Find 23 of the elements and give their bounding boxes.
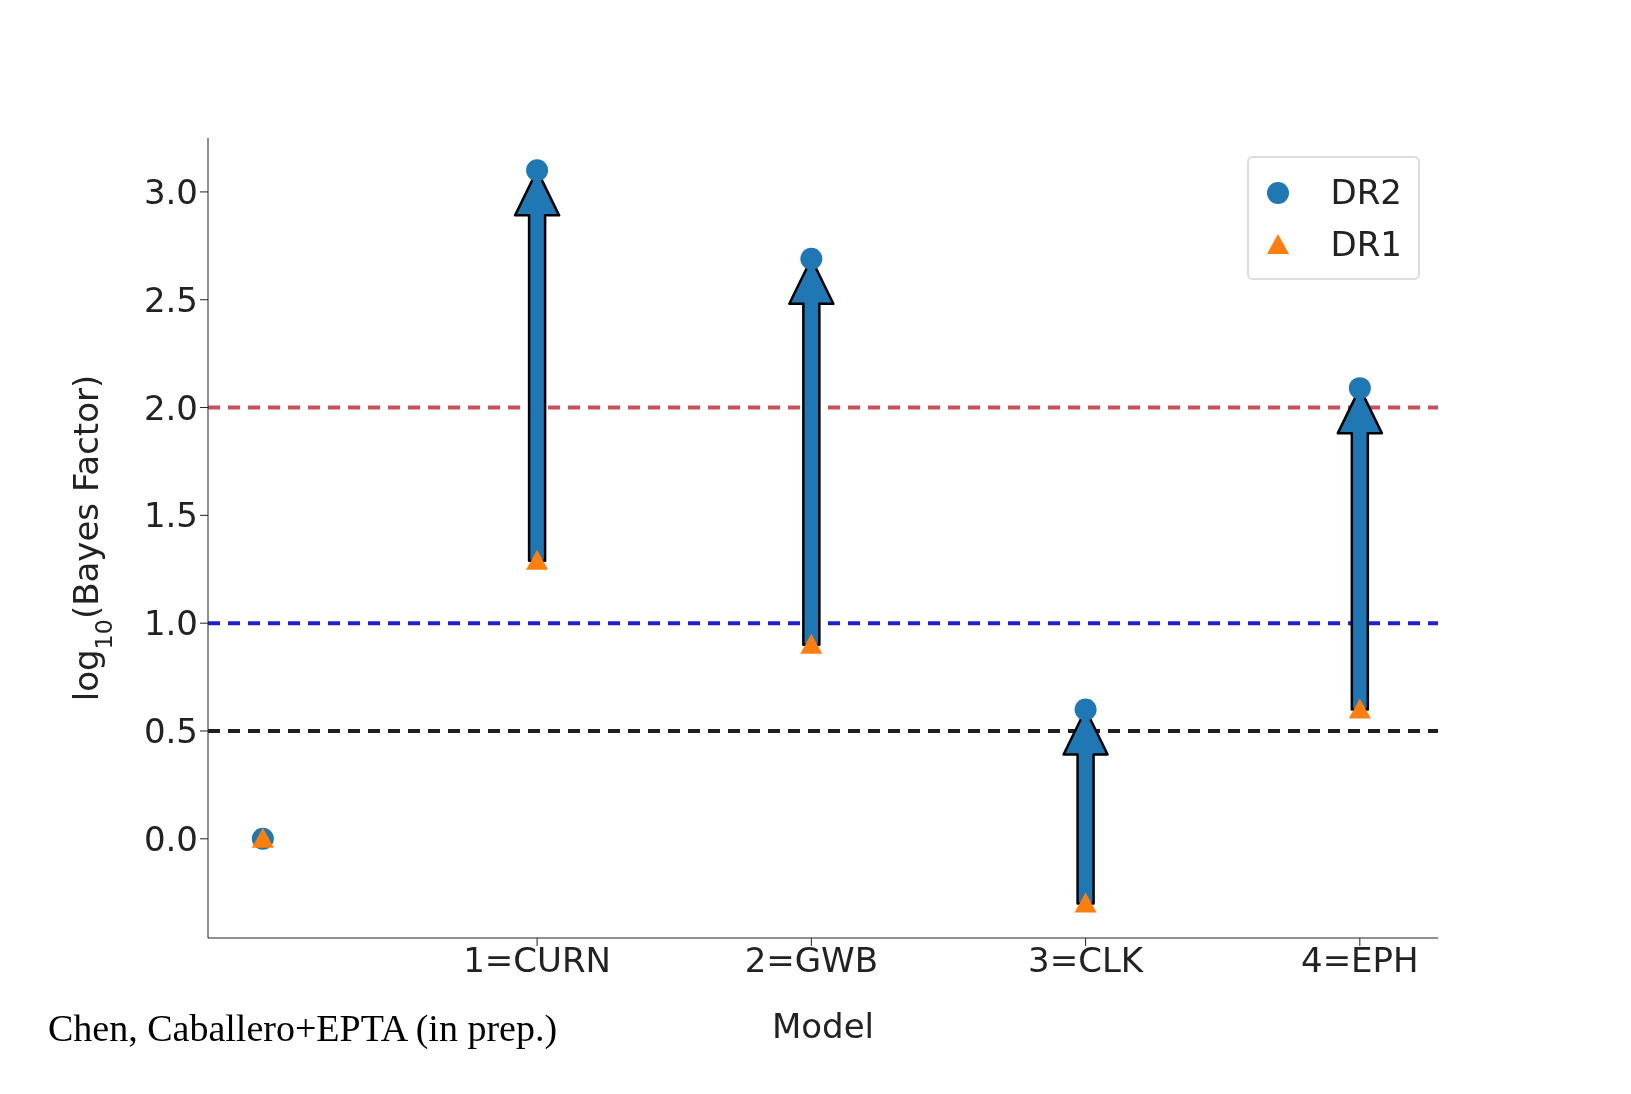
y-tick-label: 1.0 bbox=[143, 603, 198, 644]
point bbox=[526, 549, 549, 570]
legend-label: DR2 bbox=[1330, 172, 1402, 212]
legend-label: DR1 bbox=[1330, 224, 1402, 264]
point bbox=[1074, 892, 1097, 913]
y-tick-label: 2.0 bbox=[143, 387, 198, 428]
x-tick-label: 3=CLK bbox=[1028, 940, 1145, 981]
point bbox=[800, 633, 823, 654]
x-tick-label: 4=EPH bbox=[1301, 940, 1419, 981]
y-tick-label: 2.5 bbox=[143, 279, 198, 320]
y-tick-label: 0.5 bbox=[143, 711, 198, 752]
y-tick-label: 0.0 bbox=[143, 818, 198, 859]
x-tick-label: 2=GWB bbox=[744, 940, 879, 981]
point bbox=[1348, 698, 1371, 719]
y-tick-label: 3.0 bbox=[143, 171, 198, 212]
point bbox=[1074, 698, 1097, 721]
y-tick-label: 1.5 bbox=[143, 495, 198, 536]
x-axis-title: Model bbox=[771, 1006, 875, 1046]
point bbox=[800, 247, 823, 270]
point bbox=[526, 159, 549, 182]
point bbox=[1348, 377, 1371, 400]
x-tick-label: 1=CURN bbox=[463, 940, 611, 981]
text: Chen, Caballero+EPTA (in prep.) bbox=[48, 1006, 558, 1050]
